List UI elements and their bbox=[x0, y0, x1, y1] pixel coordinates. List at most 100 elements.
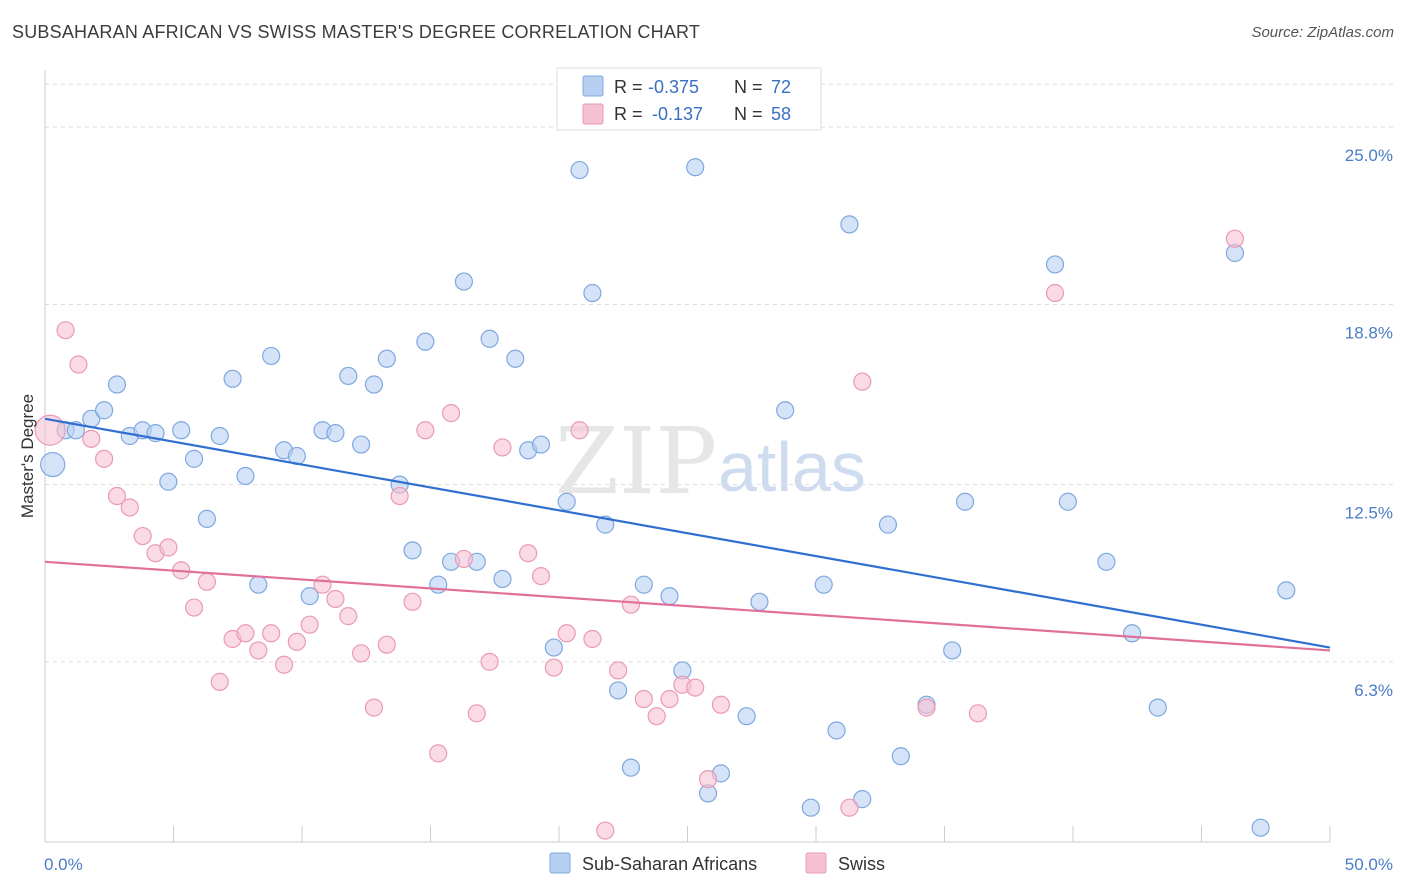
point-sub-saharan bbox=[544, 638, 563, 657]
legend-r-value-pink: -0.137 bbox=[652, 104, 703, 124]
point-sub-saharan bbox=[634, 575, 653, 594]
point-swiss bbox=[300, 615, 319, 634]
y-tick-label: 25.0% bbox=[1345, 146, 1393, 165]
point-swiss bbox=[287, 632, 306, 651]
point-sub-saharan bbox=[737, 707, 756, 726]
legend-r-value-blue: -0.375 bbox=[648, 77, 699, 97]
point-swiss bbox=[544, 658, 563, 677]
point-swiss bbox=[274, 655, 294, 674]
point-swiss bbox=[364, 698, 384, 717]
bottom-legend-swatch-pink bbox=[805, 852, 827, 874]
point-sub-saharan bbox=[416, 332, 435, 351]
point-sub-saharan bbox=[352, 435, 371, 454]
trend-lines bbox=[44, 417, 1331, 652]
point-sub-saharan bbox=[184, 449, 204, 468]
point-swiss bbox=[339, 607, 358, 626]
bottom-legend-label-blue: Sub-Saharan Africans bbox=[582, 854, 757, 874]
trend-line-swiss bbox=[44, 560, 1331, 652]
legend-r-label-blue: R = bbox=[614, 77, 643, 97]
point-sub-saharan bbox=[262, 346, 281, 366]
point-swiss bbox=[416, 421, 435, 440]
point-swiss bbox=[120, 498, 139, 517]
legend-n-label-blue: N = bbox=[734, 77, 763, 97]
trend-line-sub-saharan bbox=[44, 417, 1331, 649]
point-swiss bbox=[1045, 283, 1065, 303]
legend-n-label-pink: N = bbox=[734, 104, 763, 124]
point-swiss bbox=[711, 695, 731, 714]
legend-swatch-blue bbox=[582, 75, 604, 97]
point-swiss bbox=[660, 689, 679, 709]
point-swiss bbox=[840, 798, 859, 817]
point-swiss bbox=[184, 598, 204, 617]
point-sub-saharan bbox=[878, 515, 898, 534]
point-sub-saharan bbox=[1277, 581, 1296, 600]
point-sub-saharan bbox=[403, 541, 422, 560]
point-sub-saharan bbox=[377, 349, 396, 368]
point-swiss bbox=[69, 355, 88, 374]
bottom-legend-swatch-blue bbox=[549, 852, 571, 874]
point-sub-saharan bbox=[814, 575, 833, 594]
point-sub-saharan bbox=[95, 401, 114, 420]
point-sub-saharan bbox=[197, 509, 217, 529]
y-axis-label: Master's Degree bbox=[18, 394, 37, 518]
point-sub-saharan bbox=[891, 747, 910, 766]
point-sub-saharan bbox=[223, 369, 242, 388]
point-swiss bbox=[441, 404, 461, 423]
point-sub-saharan bbox=[557, 492, 576, 511]
legend: R = -0.375 N = 72 R = -0.137 N = 58 bbox=[556, 67, 822, 131]
point-sub-saharan bbox=[210, 426, 229, 446]
chart-title: SUBSAHARAN AFRICAN VS SWISS MASTER'S DEG… bbox=[12, 22, 701, 42]
point-sub-saharan bbox=[249, 575, 268, 594]
point-swiss bbox=[107, 486, 127, 506]
point-sub-saharan bbox=[840, 215, 859, 234]
point-sub-saharan bbox=[1058, 492, 1077, 511]
point-sub-saharan bbox=[429, 575, 448, 594]
point-sub-saharan bbox=[506, 349, 525, 368]
point-sub-saharan bbox=[609, 681, 628, 700]
point-swiss bbox=[853, 372, 872, 391]
point-swiss bbox=[531, 566, 551, 586]
point-sub-saharan bbox=[159, 472, 178, 491]
point-swiss bbox=[583, 629, 602, 649]
point-swiss bbox=[493, 438, 512, 457]
point-swiss bbox=[686, 678, 705, 697]
point-swiss bbox=[95, 449, 114, 468]
point-swiss bbox=[377, 635, 396, 654]
point-sub-saharan bbox=[750, 592, 769, 611]
point-swiss bbox=[917, 698, 936, 717]
point-swiss bbox=[133, 526, 152, 546]
legend-n-value-pink: 58 bbox=[771, 104, 791, 124]
point-sub-saharan bbox=[40, 451, 66, 478]
point-sub-saharan bbox=[326, 424, 345, 443]
legend-r-label-pink: R = bbox=[614, 104, 643, 124]
point-sub-saharan bbox=[480, 329, 499, 348]
point-sub-saharan bbox=[660, 587, 679, 606]
legend-swatch-pink bbox=[582, 103, 604, 125]
point-swiss bbox=[403, 592, 422, 611]
point-swiss bbox=[519, 544, 538, 563]
point-swiss bbox=[56, 321, 75, 340]
x-tick-label-min: 0.0% bbox=[44, 855, 83, 874]
point-swiss bbox=[621, 595, 641, 614]
point-sub-saharan bbox=[339, 366, 358, 386]
point-sub-saharan bbox=[853, 790, 872, 809]
point-swiss bbox=[454, 549, 474, 569]
y-tick-label: 12.5% bbox=[1345, 504, 1393, 523]
y-tick-label: 6.3% bbox=[1354, 681, 1393, 700]
watermark-atlas: atlas bbox=[718, 428, 866, 506]
point-swiss bbox=[326, 589, 345, 609]
point-swiss bbox=[390, 486, 409, 506]
point-swiss bbox=[570, 421, 589, 440]
point-sub-saharan bbox=[236, 466, 255, 486]
point-sub-saharan bbox=[531, 435, 551, 454]
point-swiss bbox=[698, 769, 718, 789]
point-swiss bbox=[159, 538, 178, 557]
point-sub-saharan bbox=[1148, 698, 1167, 717]
point-sub-saharan bbox=[1251, 818, 1270, 837]
point-sub-saharan bbox=[776, 401, 795, 420]
watermark: ZIP atlas bbox=[555, 408, 866, 515]
point-sub-saharan bbox=[493, 569, 512, 589]
point-swiss bbox=[596, 821, 615, 840]
point-sub-saharan bbox=[955, 492, 975, 511]
